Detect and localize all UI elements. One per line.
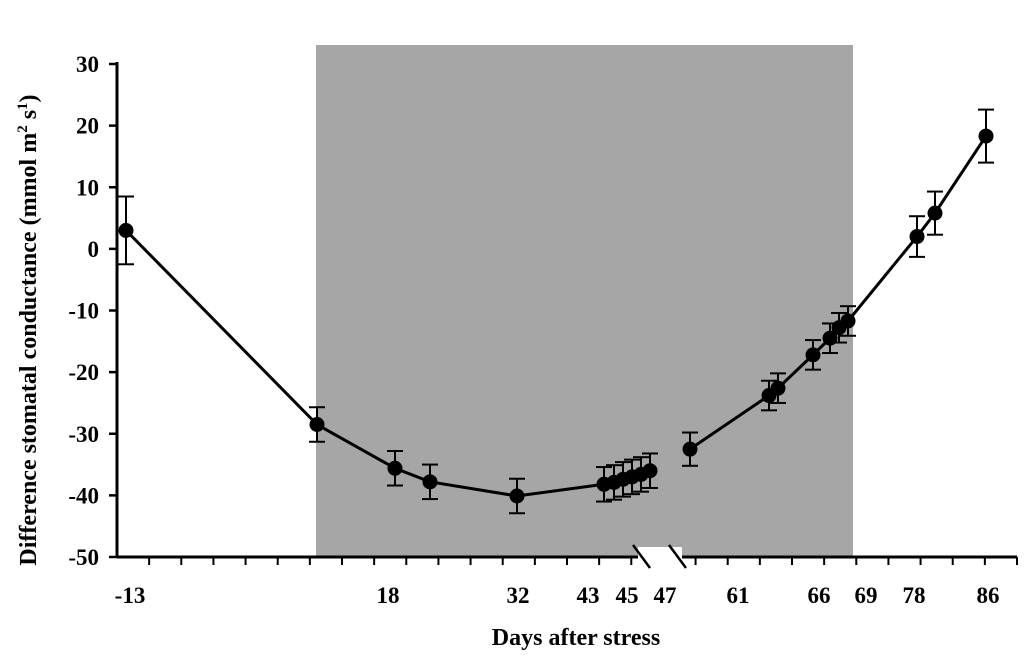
data-point — [822, 330, 838, 346]
x-axis-label: Days after stress — [492, 625, 660, 651]
y-tick-label: -30 — [68, 422, 99, 447]
y-tick-label: -40 — [68, 483, 99, 508]
x-tick-label: 69 — [855, 583, 878, 608]
y-axis-label-end: ) — [16, 94, 42, 102]
x-tick-label: -13 — [115, 583, 146, 608]
y-tick-label: 20 — [76, 114, 99, 139]
axis-break-slash — [631, 544, 652, 569]
data-point — [840, 313, 856, 329]
data-point — [118, 222, 134, 238]
y-tick-label: 0 — [88, 237, 100, 262]
data-point — [770, 380, 786, 396]
x-tick-label: 66 — [808, 583, 831, 608]
x-tick-label: 18 — [377, 583, 400, 608]
shaded-stress-region — [316, 45, 853, 557]
x-tick-label: 86 — [977, 583, 1000, 608]
data-point — [642, 463, 658, 479]
series-layer — [118, 108, 994, 515]
y-tick-label: -50 — [68, 545, 99, 570]
data-point — [927, 205, 943, 221]
x-tick-label: 61 — [727, 583, 750, 608]
data-point — [978, 128, 994, 144]
data-point — [309, 417, 325, 433]
data-point — [387, 460, 403, 476]
axis-break — [631, 544, 688, 569]
x-tick-label: 78 — [903, 583, 926, 608]
x-tick-label: 45 — [616, 583, 639, 608]
y-tick-label: -10 — [68, 299, 99, 324]
data-point — [909, 229, 925, 245]
x-tick-label: 43 — [577, 583, 600, 608]
y-axis-label-sup1: 2 — [15, 125, 31, 133]
data-point — [422, 474, 438, 490]
y-axis-label-main: Difference stomatal conductance (mmol m — [16, 133, 42, 566]
y-axis-label-sup2: 1 — [15, 102, 31, 110]
y-axis-label-mid: s — [16, 110, 42, 125]
x-tick-label: 47 — [654, 583, 677, 608]
axis-break-slash — [667, 544, 688, 569]
data-point — [805, 347, 821, 363]
x-tick-label: 32 — [507, 583, 530, 608]
data-point — [682, 441, 698, 457]
y-tick-label: -20 — [68, 360, 99, 385]
data-point — [509, 488, 525, 504]
axis-break-gap — [638, 547, 682, 567]
y-tick-label: 30 — [76, 52, 99, 77]
y-axis-label: Difference stomatal conductance (mmol m2… — [15, 94, 42, 565]
y-tick-label: 10 — [76, 175, 99, 200]
axes: 30 20 10 0 -10 -20 -30 -40 -50 -13 18 32 43 45 47 61 66 6… — [68, 52, 1018, 608]
